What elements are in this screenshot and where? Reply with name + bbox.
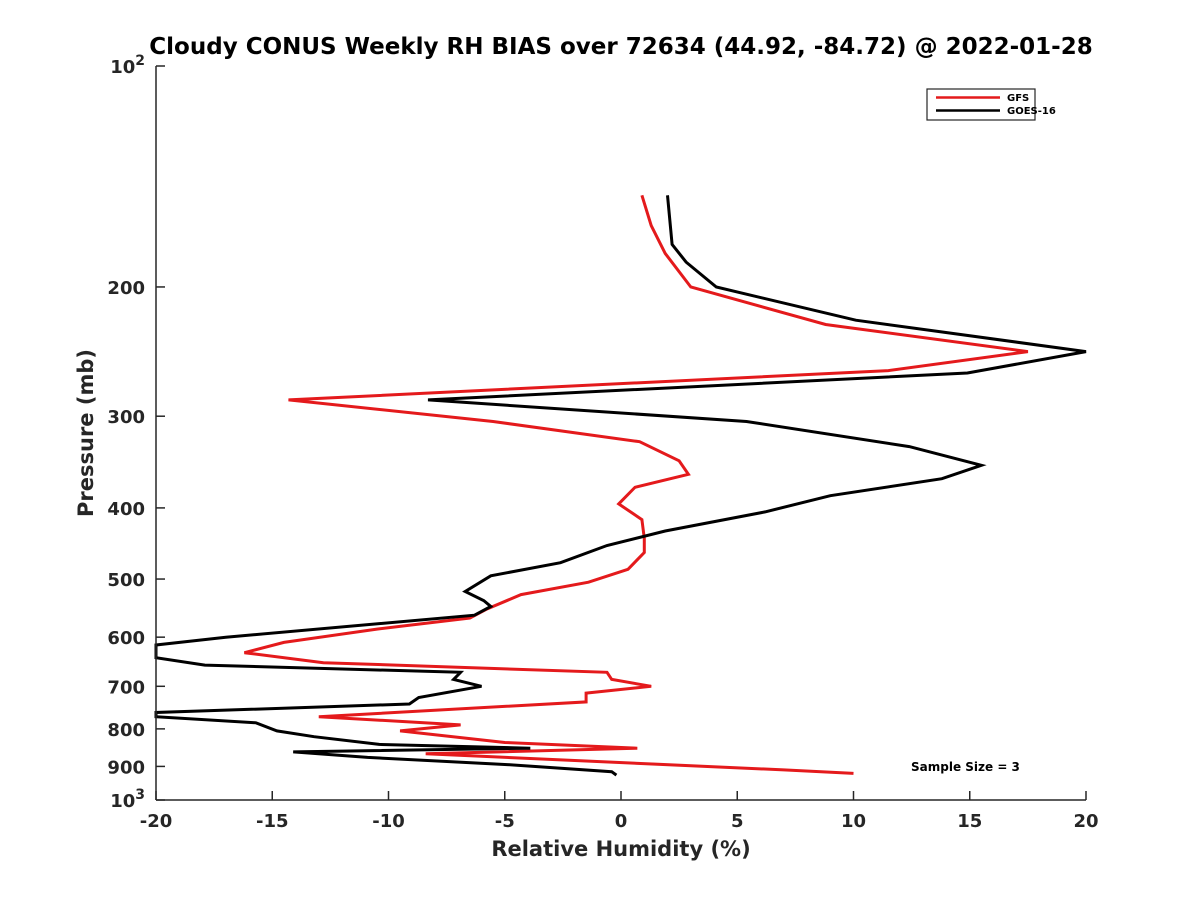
- y-tick-label: 102: [110, 53, 145, 78]
- x-tick-label: 20: [1073, 811, 1098, 832]
- chart-title: Cloudy CONUS Weekly RH BIAS over 72634 (…: [149, 34, 1092, 60]
- series-line-goes16: [154, 195, 1087, 777]
- y-tick-label: 600: [107, 628, 145, 649]
- y-axis-label: Pressure (mb): [74, 349, 98, 517]
- series-line-gfs: [244, 194, 1029, 775]
- x-tick-label: -20: [140, 811, 173, 832]
- y-tick-label: 800: [107, 720, 145, 741]
- x-tick-label: -15: [256, 811, 289, 832]
- y-tick-label: 400: [107, 499, 145, 520]
- legend: GFS GOES-16: [926, 88, 1056, 121]
- y-tick-label: 300: [107, 407, 145, 428]
- x-tick-label: -10: [372, 811, 405, 832]
- x-tick-label: 0: [615, 811, 628, 832]
- x-axis-label: Relative Humidity (%): [491, 837, 750, 861]
- y-tick-label: 500: [107, 570, 145, 591]
- y-tick-label: 103: [110, 787, 145, 812]
- y-tick-label: 700: [107, 677, 145, 698]
- legend-box: [926, 88, 1036, 121]
- y-tick-label: 900: [107, 757, 145, 778]
- y-ticks: 102 200 300 400 500 600 700 800 900 103: [107, 53, 165, 812]
- x-tick-label: -5: [495, 811, 515, 832]
- plot-area: -20 -15 -10 -5 0 5 10 15 20 102 200 300 400 500 600 70…: [107, 53, 1098, 832]
- legend-label-gfs: GFS: [1007, 93, 1029, 104]
- x-tick-label: 10: [841, 811, 866, 832]
- x-ticks: -20 -15 -10 -5 0 5 10 15 20: [140, 791, 1099, 832]
- y-tick-label: 200: [107, 278, 145, 299]
- series-layer: [154, 194, 1087, 777]
- x-tick-label: 5: [731, 811, 744, 832]
- sample-size-annotation: Sample Size = 3: [911, 760, 1020, 774]
- legend-label-goes16: GOES-16: [1007, 106, 1056, 117]
- x-tick-label: 15: [957, 811, 982, 832]
